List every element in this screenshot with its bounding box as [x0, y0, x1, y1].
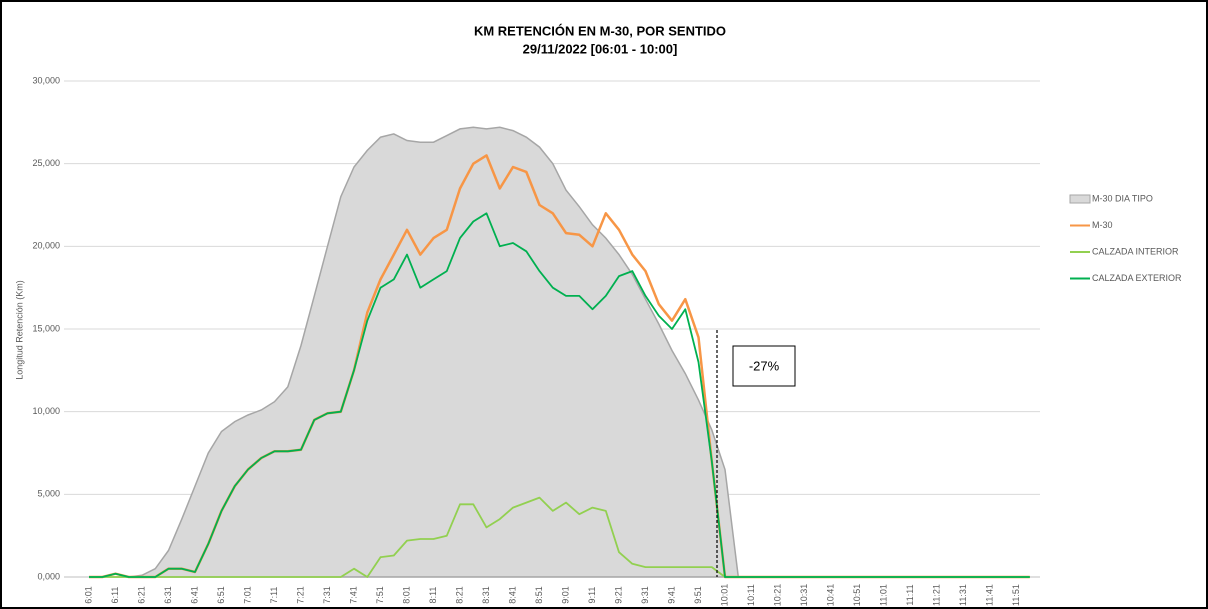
annotation-box	[732, 345, 796, 387]
x-tick-label: 7:41	[348, 586, 358, 604]
y-axis-label: Longitud Retención (Km)	[14, 280, 24, 380]
chart-title: KM RETENCIÓN EN M-30, POR SENTIDO	[474, 23, 726, 38]
legend-swatch	[1069, 194, 1091, 204]
legend-label: CALZADA INTERIOR	[1092, 246, 1179, 256]
y-tick-label: 30,000	[32, 75, 60, 85]
y-tick-label: 10,000	[32, 406, 60, 416]
x-tick-label: 7:51	[375, 586, 385, 604]
x-tick-label: 9:21	[613, 586, 623, 604]
x-tick-label: 11:31	[958, 584, 968, 606]
legend-label: CALZADA EXTERIOR	[1092, 273, 1182, 283]
x-tick-label: 6:01	[83, 586, 93, 604]
line	[89, 212, 1030, 578]
x-tick-label: 10:01	[719, 584, 729, 607]
x-tick-label: 7:11	[269, 587, 279, 604]
chart-subtitle: 29/11/2022 [06:01 - 10:00]	[523, 41, 678, 56]
plot: 0,000 5,000 10,000 15,000 20,000 25,000 30,000…	[32, 75, 1040, 606]
x-tick-label: 11:51	[1011, 584, 1021, 606]
y-tick-label: 15,000	[32, 323, 60, 333]
y-tick-label: 0,000	[37, 571, 60, 581]
x-tick-label: 10:41	[825, 584, 835, 607]
x-tick-label: 8:01	[401, 586, 411, 604]
x-tick-label: 11:01	[878, 584, 888, 606]
x-tick-label: 7:01	[242, 586, 252, 604]
x-tick-label: 7:31	[322, 586, 332, 604]
x-tick-label: 10:21	[772, 584, 782, 607]
x-tick-label: 7:21	[295, 586, 305, 604]
x-tick-label: 6:51	[216, 586, 226, 604]
x-tick-label: 8:31	[481, 586, 491, 604]
x-tick-label: 6:11	[110, 587, 120, 604]
x-tick-label: 6:41	[189, 586, 199, 604]
x-tick-label: 9:31	[640, 586, 650, 604]
x-tick-label: 11:21	[931, 584, 941, 606]
x-tick-label: 10:51	[852, 584, 862, 607]
legend-label: M-30 DIA TIPO	[1092, 193, 1153, 203]
x-tick-label: 9:41	[666, 586, 676, 604]
annotation: -27%	[749, 358, 780, 373]
y-tick-label: 25,000	[32, 158, 60, 168]
x-tick-label: 8:51	[534, 586, 544, 604]
x-tick-label: 9:01	[560, 586, 570, 604]
y-tick-label: 5,000	[37, 489, 60, 499]
x-tick-label: 9:11	[587, 587, 597, 604]
x-tick-label: 8:11	[428, 587, 438, 604]
x-tick-label: 10:11	[746, 584, 756, 606]
x-tick-label: 8:21	[454, 586, 464, 604]
x-tick-label: 6:31	[163, 586, 173, 604]
x-tick-label: 10:31	[799, 584, 809, 607]
x-tick-label: 11:41	[984, 584, 994, 606]
x-tick-label: 9:51	[693, 586, 703, 604]
legend-label: M-30	[1092, 220, 1113, 230]
y-tick-label: 20,000	[32, 241, 60, 251]
x-tick-label: 11:11	[905, 584, 915, 605]
x-tick-label: 6:21	[136, 586, 146, 604]
x-tick-label: 8:41	[507, 586, 517, 604]
